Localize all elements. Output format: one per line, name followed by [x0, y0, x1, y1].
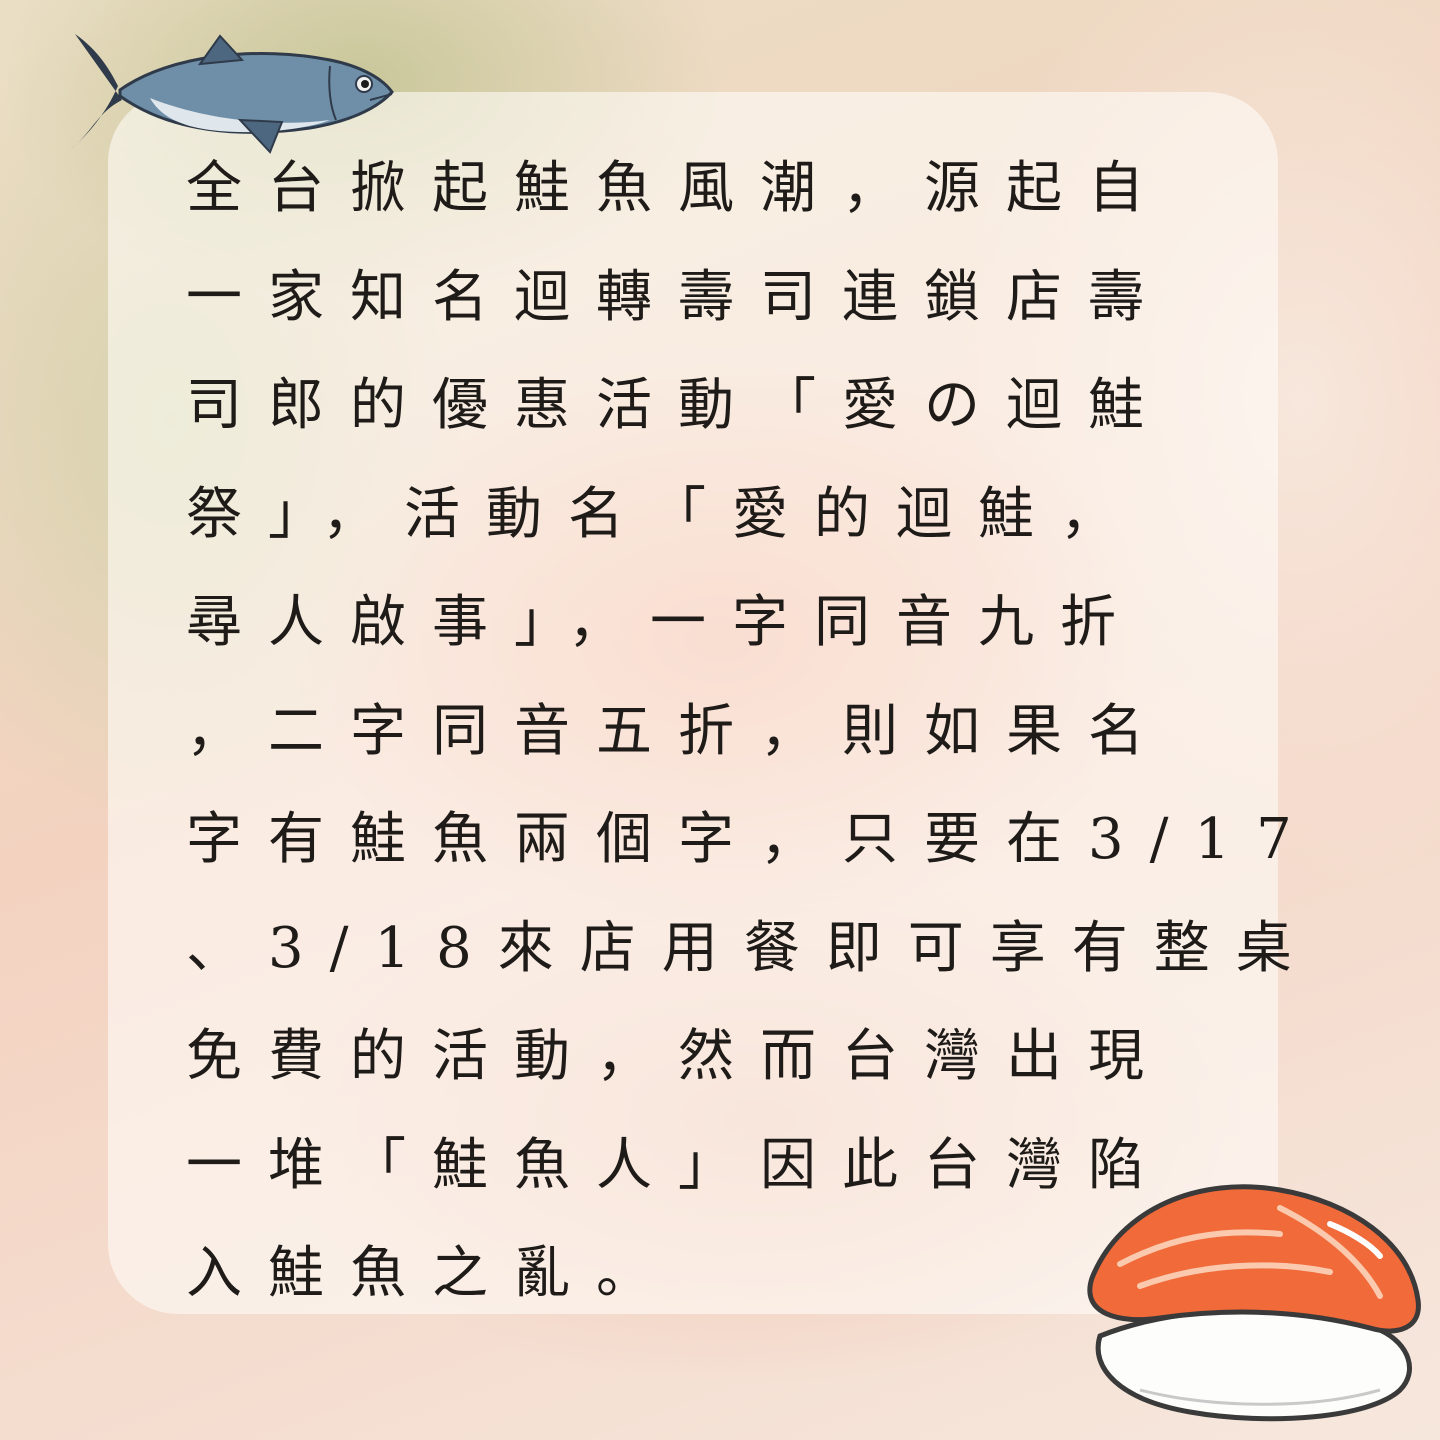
article-line: 、3/18來店用餐即可享有整桌: [186, 915, 1318, 981]
article-line: 一堆「鮭魚人」因此台灣陷: [186, 1132, 1170, 1198]
article-line: 尋人啟事」，一字同音九折: [186, 590, 1142, 655]
article-line: 祭」，活動名「愛的迴鮭，: [186, 481, 1142, 547]
article-line: 全台掀起鮭魚風潮，源起自: [186, 156, 1170, 221]
article-line: 入鮭魚之亂。: [186, 1241, 678, 1306]
text-panel: [108, 92, 1278, 1314]
tuna-fish-icon: [30, 20, 398, 162]
article-line: ，二字同音五折，則如果名: [186, 698, 1170, 764]
article-text: 全台掀起鮭魚風潮，源起自 一家知名迴轉壽司連鎖店壽 司郎的優惠活動「愛の迴鮭 祭」，活…: [186, 152, 1318, 1346]
salmon-nigiri-icon: [1080, 1168, 1425, 1430]
article-line: 司郎的優惠活動「愛の迴鮭: [186, 373, 1170, 438]
article-line: 一家知名迴轉壽司連鎖店壽: [186, 264, 1170, 330]
article-line: 免費的活動，然而台灣出現: [186, 1024, 1170, 1089]
article-line: 字有鮭魚兩個字，只要在3/17: [186, 807, 1318, 872]
